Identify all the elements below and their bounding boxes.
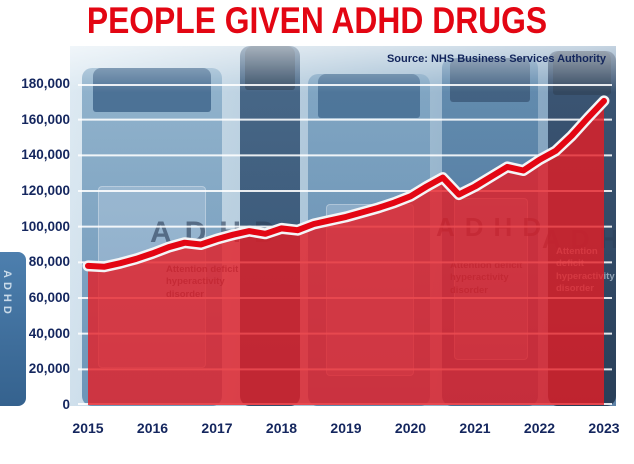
source-credit: Source: NHS Business Services Authority [386,53,606,65]
x-tick-label: 2022 [523,420,556,436]
y-tick-label: 180,000 [21,76,70,91]
x-tick-label: 2018 [265,420,298,436]
y-tick-label: 20,000 [28,361,70,377]
y-tick-label: 0 [62,397,70,412]
y-tick-label: 60,000 [28,290,70,305]
y-tick-label: 80,000 [28,254,70,270]
x-tick-label: 2023 [588,420,620,436]
trend-line [85,97,607,270]
x-tick-label: 2019 [330,420,362,436]
y-axis: 0 20,000 40,000 60,000 80,000 100,000 120,000 1… [0,76,72,412]
y-tick-label: 160,000 [21,111,70,127]
area-fill [88,100,604,405]
page-title: PEOPLE GIVEN ADHD DRUGS [86,0,548,41]
x-axis: 2015 2016 2017 2018 2019 2020 2021 2022 2023 [72,420,619,444]
x-tick-label: 2015 [72,420,104,436]
area-chart [78,84,612,405]
x-tick-label: 2017 [201,420,233,436]
left-edge-bottle: ADHD [0,252,26,406]
y-tick-label: 100,000 [21,218,70,234]
x-tick-label: 2020 [394,420,427,436]
y-tick-label: 40,000 [28,325,70,341]
x-tick-label: 2021 [459,420,491,436]
adhd-bottle-text: ADHD [1,270,13,318]
x-tick-label: 2016 [136,420,169,436]
y-tick-label: 140,000 [21,147,70,163]
y-tick-label: 120,000 [21,183,70,198]
